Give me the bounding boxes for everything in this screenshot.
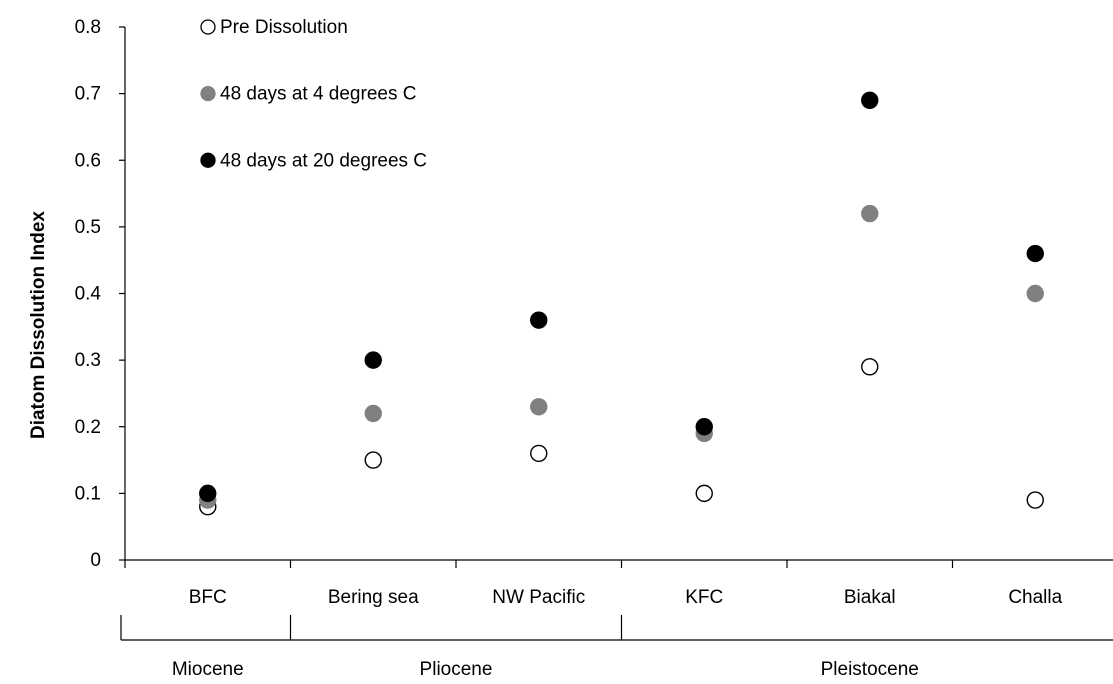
y-axis-title: Diatom Dissolution Index [28,211,49,439]
category-label: Bering sea [328,587,419,608]
data-point [861,358,879,376]
y-tick-label: 0.3 [75,350,101,371]
y-tick-label: 0.2 [75,417,101,438]
data-point [199,484,217,503]
data-point [861,204,879,223]
group-label: Pleistocene [821,659,919,680]
data-point [364,451,382,469]
group-label: Pliocene [420,659,493,680]
y-tick-label: 0.1 [75,483,101,504]
y-tick-label: 0.6 [75,150,101,171]
y-tick-label: 0.7 [75,84,101,105]
data-point [1026,244,1044,263]
data-point [530,444,548,463]
y-tick-label: 0.5 [75,217,101,238]
category-label: NW Pacific [492,587,585,608]
axes-layer [119,26,1113,641]
tick-labels-layer: 0 0.1 0.2 0.3 0.4 0.5 0.6 0.7 0.8 [75,17,102,571]
data-points-layer [199,91,1044,516]
data-point [861,91,879,109]
legend-label: 48 days at 20 degrees C [220,150,427,171]
data-point [695,418,713,436]
group-labels-layer: Miocene Pliocene Pleistocene [172,659,919,680]
y-tick-label: 0.4 [75,284,102,305]
y-tick-label: 0 [90,550,101,571]
data-point [1026,491,1044,509]
category-label: Biakal [844,587,896,608]
data-point [695,484,713,503]
legend-label: 48 days at 4 degrees C [220,84,416,105]
legend-label: Pre Dissolution [220,17,348,38]
category-label: Challa [1008,587,1062,608]
legend: Pre Dissolution 48 days at 4 degrees C 48 … [200,17,427,171]
data-point [364,351,382,369]
legend-marker [200,19,216,35]
group-label: Miocene [172,659,244,680]
category-labels-layer: BFC Bering sea NW Pacific KFC Biakal Challa [189,587,1063,608]
data-point [530,398,548,416]
category-label: KFC [685,587,723,608]
legend-marker [200,85,216,102]
y-tick-label: 0.8 [75,17,101,38]
data-point [1026,284,1044,303]
category-label: BFC [189,587,227,608]
data-point [364,404,382,423]
legend-marker [200,152,216,168]
data-point [530,311,548,329]
